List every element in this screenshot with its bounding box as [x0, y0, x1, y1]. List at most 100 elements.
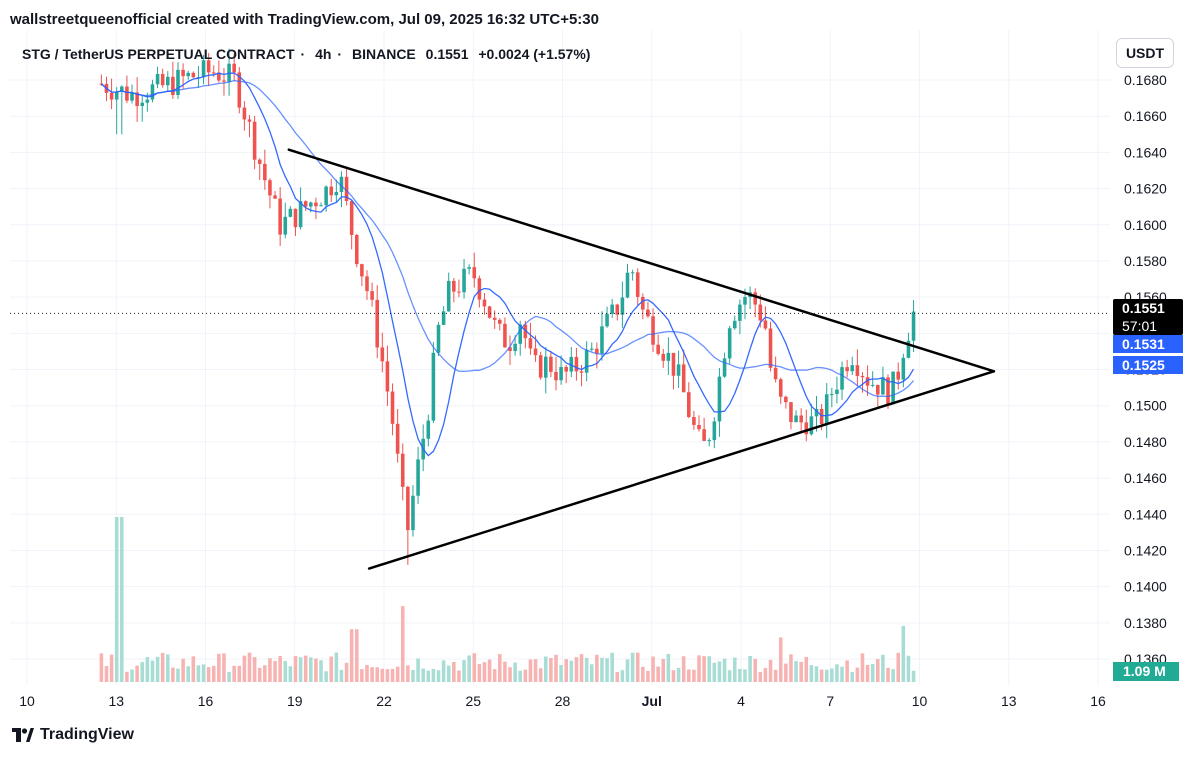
- candle-body: [804, 422, 809, 435]
- volume-bar: [145, 657, 150, 682]
- volume-bar: [758, 672, 763, 682]
- candle-body: [738, 304, 742, 321]
- candle-body: [191, 72, 196, 78]
- legend-sep-2: ·: [337, 46, 343, 62]
- date-tick-label: 10: [19, 693, 35, 709]
- volume-bar: [646, 670, 650, 682]
- candle-body: [109, 92, 114, 100]
- candle-body: [446, 280, 451, 312]
- currency-button[interactable]: USDT: [1116, 38, 1174, 68]
- candle-body: [242, 107, 247, 120]
- candle-body: [799, 415, 803, 423]
- candle-body: [211, 72, 216, 74]
- volume-bar: [247, 652, 252, 682]
- candle-body: [324, 186, 328, 206]
- candle-body: [436, 324, 441, 353]
- price-tick-label: 0.1380: [1124, 615, 1167, 631]
- volume-bar: [605, 658, 609, 682]
- volume-bar: [569, 660, 574, 682]
- volume-bar: [421, 668, 425, 682]
- volume-bar: [487, 659, 492, 682]
- volume-bar: [692, 669, 696, 682]
- volume-bar: [707, 656, 712, 682]
- time-axis[interactable]: 10 13 16 19 22 25 28 Jul 4 7 10 13 16: [19, 693, 1106, 709]
- volume-bar: [635, 652, 640, 682]
- volume-bar: [835, 664, 839, 682]
- candle-body: [508, 347, 512, 352]
- volume-bar: [201, 664, 206, 682]
- candle-body: [171, 76, 175, 96]
- volume-bar: [416, 658, 420, 682]
- candle-body: [641, 296, 645, 310]
- candle-body: [222, 80, 226, 82]
- candle-body: [569, 356, 574, 372]
- candle-body: [707, 440, 712, 442]
- candle-body: [155, 73, 160, 85]
- volume-bar: [564, 659, 568, 682]
- candle-body: [150, 84, 155, 100]
- candle-body: [778, 379, 783, 397]
- volume-bar: [538, 668, 543, 682]
- trendline-lower[interactable]: [367, 370, 996, 570]
- volume-bars: [99, 517, 916, 682]
- candle-body: [411, 495, 415, 531]
- volume-bar: [349, 629, 354, 682]
- candle-body: [589, 348, 594, 350]
- candle-body: [651, 316, 655, 345]
- price-tick-label: 0.1400: [1124, 579, 1167, 595]
- symbol-legend[interactable]: STG / TetherUS PERPETUAL CONTRACT · 4h · B…: [22, 46, 596, 62]
- candle-body: [528, 338, 533, 349]
- candle-body: [283, 216, 288, 235]
- volume-bar: [457, 670, 461, 682]
- volume-bar: [140, 662, 145, 682]
- price-tick-label: 0.1440: [1124, 506, 1167, 522]
- volume-tag: 1.09 M: [1113, 662, 1179, 681]
- tradingview-logo[interactable]: TradingView: [12, 726, 134, 744]
- candle-body: [380, 347, 385, 362]
- volume-bar: [181, 658, 185, 682]
- volume-bar: [789, 654, 793, 682]
- candle-body: [824, 394, 829, 425]
- volume-bar: [135, 665, 139, 682]
- volume-bar: [365, 664, 369, 682]
- candle-body: [666, 352, 671, 361]
- candle-body: [462, 268, 466, 293]
- last-price-value: 0.1551: [1122, 300, 1165, 316]
- volume-bar: [651, 656, 655, 682]
- volume-bar: [722, 658, 727, 682]
- price-tick-label: 0.1480: [1124, 434, 1167, 450]
- candle-body: [452, 280, 456, 292]
- candle-body: [538, 355, 543, 378]
- volume-bar: [656, 666, 660, 682]
- volume-bar: [778, 637, 783, 682]
- candle-body: [237, 72, 242, 108]
- legend-symbol: STG / TetherUS PERPETUAL CONTRACT: [22, 46, 295, 62]
- candle-body: [901, 357, 906, 380]
- candle-body: [298, 201, 303, 228]
- candle-body: [564, 366, 568, 372]
- date-tick-label: 13: [1001, 693, 1017, 709]
- trendline-upper[interactable]: [287, 148, 996, 373]
- candle-body: [830, 394, 834, 396]
- date-tick-label: 22: [376, 693, 392, 709]
- volume-bar: [99, 653, 104, 682]
- candle-body: [646, 309, 650, 317]
- candle-body: [206, 60, 211, 73]
- candle-body: [554, 371, 558, 381]
- candle-body: [579, 371, 584, 373]
- chart-credit: wallstreetqueenofficial created with Tra…: [10, 11, 599, 28]
- volume-bar: [171, 667, 175, 682]
- candle-body: [513, 343, 517, 352]
- tradingview-logo-icon: [12, 728, 34, 742]
- candle-body: [268, 180, 272, 196]
- volume-bar: [257, 667, 262, 682]
- candle-body: [257, 159, 262, 164]
- candle-body: [457, 291, 461, 293]
- date-tick-label: 7: [826, 693, 834, 709]
- price-tick-label: 0.1640: [1124, 144, 1167, 160]
- candle-body: [252, 121, 257, 160]
- volume-bar: [523, 669, 528, 682]
- volume-bar: [814, 666, 819, 682]
- candle-body: [763, 320, 768, 329]
